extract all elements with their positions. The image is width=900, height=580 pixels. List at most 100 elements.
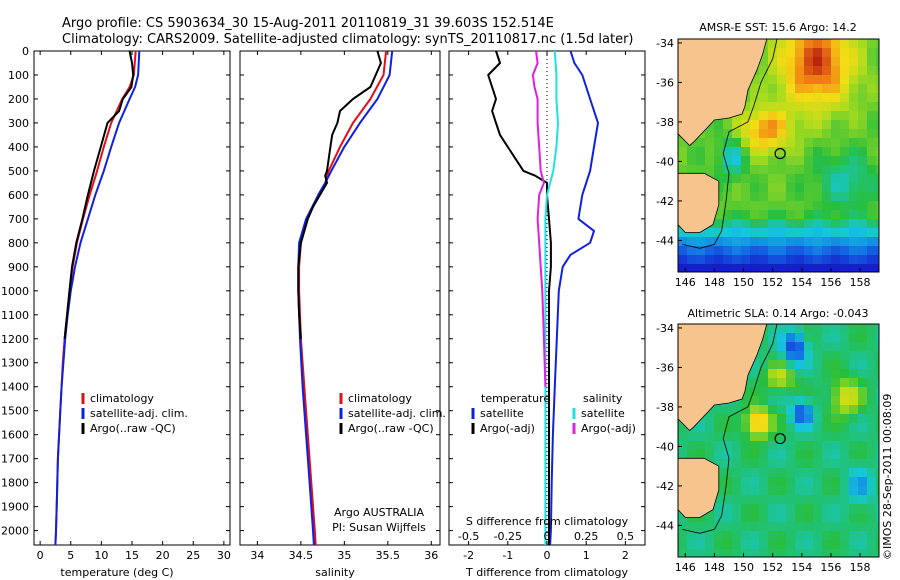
map-cell <box>804 66 813 75</box>
map-cell <box>750 441 759 450</box>
map-cell <box>777 333 786 342</box>
map-cell <box>750 468 759 477</box>
map-cell <box>714 129 723 138</box>
map-cell <box>822 219 831 228</box>
map-cell <box>867 66 876 75</box>
map-cell <box>687 255 696 264</box>
y-tick-label: 1300 <box>1 357 29 370</box>
map-cell <box>822 351 831 360</box>
map-cell <box>750 450 759 459</box>
map-cell <box>795 210 804 219</box>
map-cell <box>849 432 858 441</box>
map-cell <box>876 549 879 557</box>
land-mass <box>677 323 768 432</box>
map-cell <box>876 156 879 165</box>
map-cell <box>750 120 759 129</box>
map-cell <box>849 138 858 147</box>
map-cell <box>732 201 741 210</box>
map-cell <box>822 156 831 165</box>
sst-map-title: AMSR-E SST: 15.6 Argo: 14.2 <box>699 21 857 34</box>
map-cell <box>714 138 723 147</box>
map-cell <box>804 360 813 369</box>
map-cell <box>732 486 741 495</box>
argo-position-marker <box>774 432 786 445</box>
map-cell <box>858 165 867 174</box>
map-cell <box>795 264 804 272</box>
map-cell <box>876 459 879 468</box>
map-cell <box>777 423 786 432</box>
map-cell <box>822 477 831 486</box>
map-cell <box>678 255 687 264</box>
map-cell <box>840 468 849 477</box>
map-cell <box>876 228 879 237</box>
map-cell <box>813 57 822 66</box>
map-cell <box>858 369 867 378</box>
map-cell <box>732 228 741 237</box>
map-cell <box>804 75 813 84</box>
sst-map: 146 148 150 152 154 156 158 -34 -36 -38 -40 -42 -44 <box>656 37 880 289</box>
map-cell <box>750 219 759 228</box>
map-cell <box>750 237 759 246</box>
map-cell <box>759 504 768 513</box>
map-cell <box>876 522 879 531</box>
map-cell <box>696 165 705 174</box>
map-cell <box>777 405 786 414</box>
map-cell <box>813 102 822 111</box>
map-cell <box>876 120 879 129</box>
map-cell <box>876 324 879 333</box>
map-cell <box>714 246 723 255</box>
map-cell <box>714 549 723 557</box>
map-cell <box>822 342 831 351</box>
map-cell <box>705 423 714 432</box>
map-cell <box>795 165 804 174</box>
map-cell <box>876 84 879 93</box>
x-tick-label: 156 <box>820 561 841 574</box>
map-cell <box>777 228 786 237</box>
map-cell <box>858 360 867 369</box>
map-cell <box>777 255 786 264</box>
map-cell <box>831 264 840 272</box>
map-cell <box>813 111 822 120</box>
map-cell <box>849 102 858 111</box>
map-cell <box>867 75 876 84</box>
map-cell <box>678 522 687 531</box>
map-cell <box>849 264 858 272</box>
map-cell <box>732 522 741 531</box>
map-cell <box>777 441 786 450</box>
map-cell <box>840 432 849 441</box>
map-cell <box>768 414 777 423</box>
map-cell <box>732 459 741 468</box>
map-cell <box>804 147 813 156</box>
map-cell <box>750 378 759 387</box>
map-cell <box>831 450 840 459</box>
map-cell <box>750 513 759 522</box>
map-cell <box>741 183 750 192</box>
map-cell <box>741 414 750 423</box>
map-cell <box>777 396 786 405</box>
map-cell <box>858 84 867 93</box>
map-cell <box>867 111 876 120</box>
map-cell <box>687 522 696 531</box>
map-cell <box>768 102 777 111</box>
map-cell <box>858 75 867 84</box>
map-cell <box>768 450 777 459</box>
map-cell <box>813 405 822 414</box>
map-cell <box>714 423 723 432</box>
map-cell <box>759 264 768 272</box>
map-cell <box>777 477 786 486</box>
x-tick-label: 148 <box>704 561 725 574</box>
map-cell <box>831 237 840 246</box>
legend-label: satellite-adj. clim. <box>90 407 188 420</box>
map-cell <box>858 405 867 414</box>
map-cell <box>696 138 705 147</box>
x-tick-label: 36 <box>424 549 438 562</box>
map-cell <box>741 522 750 531</box>
map-cell <box>687 165 696 174</box>
map-cell <box>867 156 876 165</box>
map-cell <box>723 513 732 522</box>
map-cell <box>678 147 687 156</box>
map-cell <box>822 201 831 210</box>
map-cell <box>795 102 804 111</box>
map-cell <box>768 255 777 264</box>
map-cell <box>750 405 759 414</box>
